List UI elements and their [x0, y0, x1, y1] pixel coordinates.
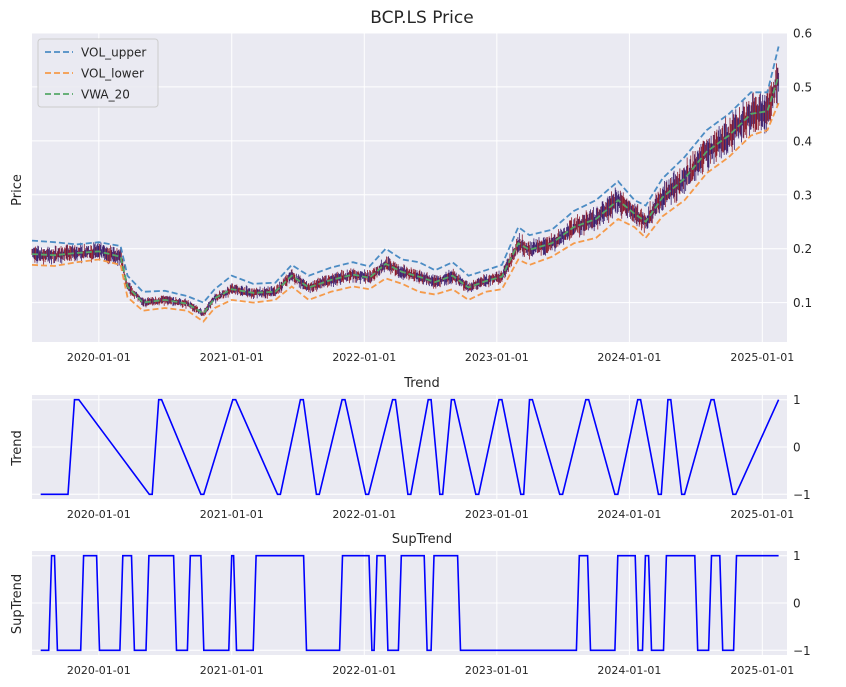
trend-series-0 [40, 398, 780, 496]
price-y-tick-5: 0.6 [793, 27, 812, 41]
suptrend-y-tick-2: 1 [793, 549, 801, 563]
trend-x-tick-2: 2022-01-01 [332, 508, 396, 521]
trend-x-tick-4: 2024-01-01 [597, 508, 661, 521]
price-y-tick-2: 0.3 [793, 188, 812, 202]
price-x-tick-1: 2021-01-01 [200, 351, 264, 364]
suptrend-y-tick-1: 0 [793, 597, 801, 611]
trend-y-tick-labels: −1 0 1 [793, 393, 811, 502]
suptrend-x-tick-labels: 2020-01-01 2021-01-01 2022-01-01 2023-01-01… [67, 664, 794, 677]
suptrend-y-tick-labels: −1 0 1 [793, 549, 811, 658]
trend-x-tick-5: 2025-01-01 [730, 508, 794, 521]
suptrend-x-tick-3: 2023-01-01 [465, 664, 529, 677]
price-series-2 [31, 75, 780, 315]
trend-series-lines [40, 398, 780, 496]
trend-x-tick-0: 2020-01-01 [67, 508, 131, 521]
price-x-tick-3: 2023-01-01 [465, 351, 529, 364]
suptrend-x-tick-0: 2020-01-01 [67, 664, 131, 677]
suptrend-x-tick-4: 2024-01-01 [597, 664, 661, 677]
price-x-tick-2: 2022-01-01 [332, 351, 396, 364]
price-panel: BCP.LS Price 0.1 0.2 0.3 0.4 0.5 0.6 2020-01-… [10, 8, 812, 364]
trend-y-axis-label: Trend [10, 430, 25, 467]
legend-label-2: VWA_20 [81, 88, 130, 102]
price-y-tick-3: 0.4 [793, 134, 812, 148]
price-legend: VOL_upper VOL_lower VWA_20 [37, 38, 159, 108]
suptrend-x-tick-1: 2021-01-01 [200, 664, 264, 677]
trend-y-tick-1: 0 [793, 441, 801, 455]
suptrend-y-axis-label: SupTrend [10, 574, 25, 634]
suptrend-chart-title: SupTrend [392, 532, 452, 547]
trend-panel: Trend −1 0 1 2020-01-01 2021-01-01 2022-01-0… [10, 376, 811, 521]
price-chart-title: BCP.LS Price [370, 8, 473, 28]
price-x-tick-5: 2025-01-01 [730, 351, 794, 364]
suptrend-panel: SupTrend −1 0 1 2020-01-01 2021-01-01 2022-0… [10, 532, 811, 677]
price-y-tick-labels: 0.1 0.2 0.3 0.4 0.5 0.6 [793, 27, 812, 311]
suptrend-series-0 [40, 554, 779, 652]
price-y-axis-label: Price [10, 174, 25, 206]
price-y-tick-1: 0.2 [793, 242, 812, 256]
trend-x-tick-1: 2021-01-01 [200, 508, 264, 521]
trend-x-tick-3: 2023-01-01 [465, 508, 529, 521]
price-x-tick-labels: 2020-01-01 2021-01-01 2022-01-01 2023-01-01… [67, 351, 794, 364]
price-y-tick-4: 0.5 [793, 80, 812, 94]
price-x-tick-4: 2024-01-01 [597, 351, 661, 364]
legend-box [37, 38, 159, 108]
legend-label-0: VOL_upper [81, 46, 146, 60]
price-series-lines [31, 46, 780, 323]
trend-y-tick-0: −1 [793, 488, 811, 502]
trend-x-tick-labels: 2020-01-01 2021-01-01 2022-01-01 2023-01-01… [67, 508, 794, 521]
trend-chart-title: Trend [403, 376, 440, 391]
suptrend-x-tick-2: 2022-01-01 [332, 664, 396, 677]
price-y-tick-0: 0.1 [793, 296, 812, 310]
price-x-tick-0: 2020-01-01 [67, 351, 131, 364]
suptrend-series-lines [40, 554, 779, 652]
price-series-1 [31, 102, 780, 323]
suptrend-y-tick-0: −1 [793, 644, 811, 658]
suptrend-x-tick-5: 2025-01-01 [730, 664, 794, 677]
legend-label-1: VOL_lower [81, 67, 144, 81]
trend-y-tick-2: 1 [793, 393, 801, 407]
